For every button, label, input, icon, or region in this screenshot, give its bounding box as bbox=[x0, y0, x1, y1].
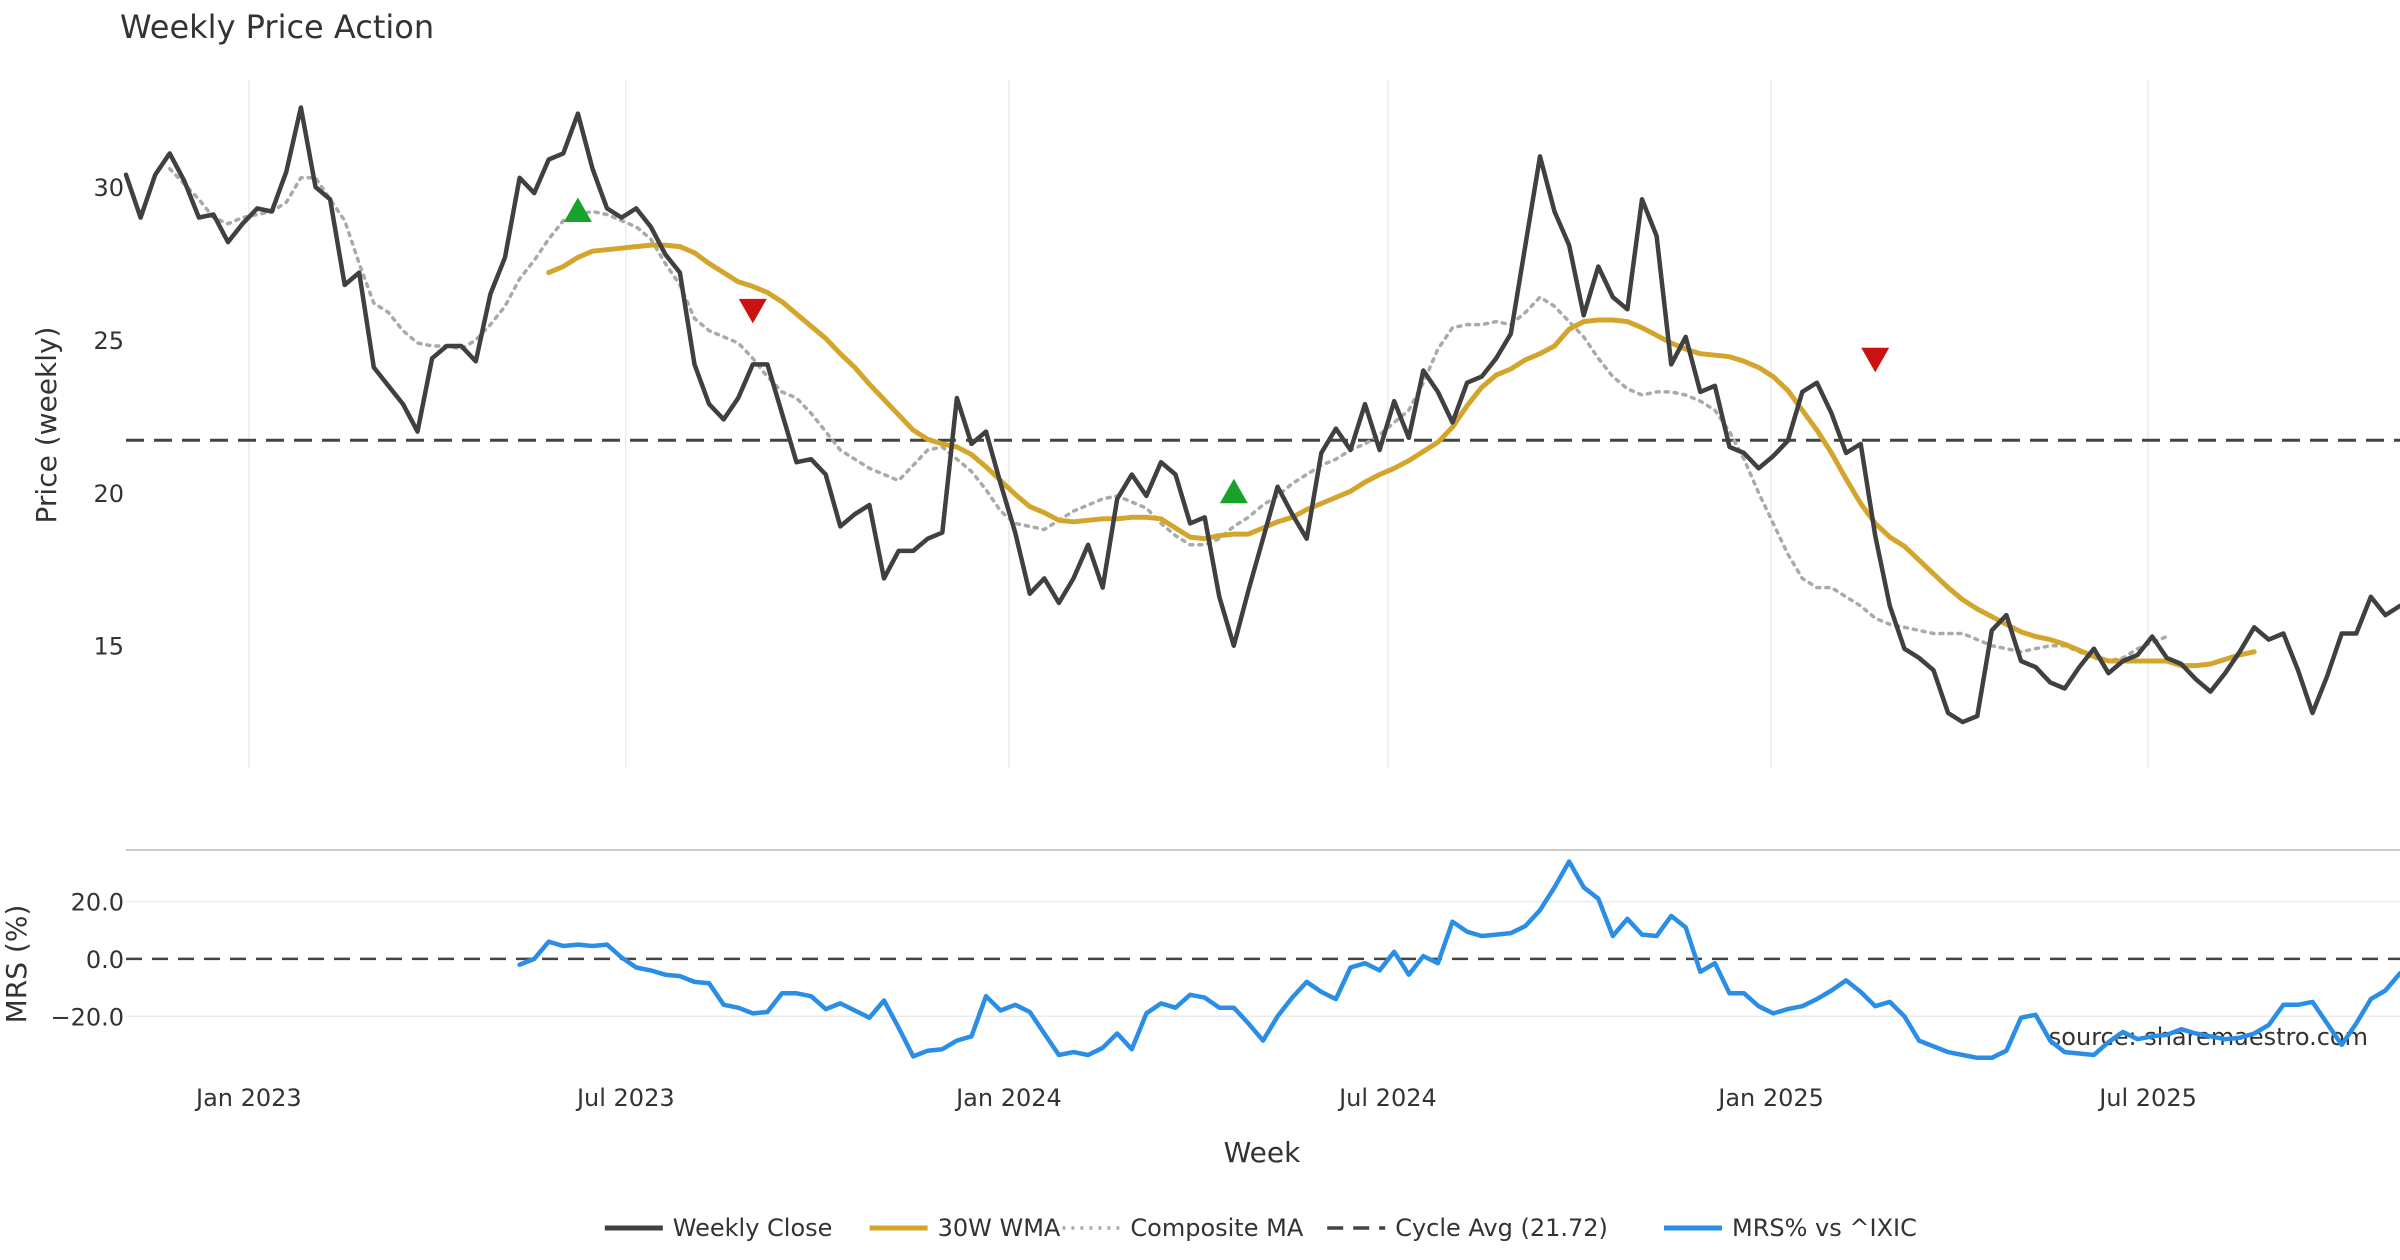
price-panel-series bbox=[123, 105, 2400, 725]
y-tick-20: 20 bbox=[93, 480, 124, 508]
x-axis-label: Week bbox=[1224, 1136, 1301, 1169]
y-tick-30: 30 bbox=[93, 174, 124, 202]
mrs-panel-series bbox=[126, 859, 2400, 1061]
legend-label-composite-ma: Composite MA bbox=[1130, 1214, 1303, 1242]
sell-signal-marker-2 bbox=[738, 298, 767, 324]
x-tick-jul-2023: Jul 2023 bbox=[575, 1084, 675, 1112]
price-y-ticks: 15 20 25 30 bbox=[93, 174, 124, 661]
30w-wma-series bbox=[546, 242, 2257, 669]
mrs-panel-grid bbox=[126, 849, 2400, 1018]
x-axis-ticks: Jan 2023 Jul 2023 Jan 2024 Jul 2024 Jan 2025… bbox=[194, 1084, 2197, 1112]
mrs-y-tick-0: −20.0 bbox=[50, 1003, 124, 1031]
legend-label-cycle-avg-21-72: Cycle Avg (21.72) bbox=[1395, 1214, 1608, 1242]
buy-signal-marker-1 bbox=[563, 197, 592, 222]
x-tick-jan-2023: Jan 2023 bbox=[194, 1084, 302, 1112]
price-axis-label: Price (weekly) bbox=[30, 327, 63, 524]
composite-ma-series bbox=[167, 166, 2169, 663]
x-tick-jul-2025: Jul 2025 bbox=[2097, 1084, 2197, 1112]
mrs-series bbox=[517, 859, 2400, 1061]
chart-legend: Weekly Close 30W WMA Composite MA Cycle Avg… bbox=[604, 1214, 1917, 1242]
signal-markers bbox=[563, 197, 1890, 504]
y-tick-25: 25 bbox=[93, 327, 124, 355]
x-tick-jul-2024: Jul 2024 bbox=[1337, 1084, 1437, 1112]
chart-title: Weekly Price Action bbox=[120, 8, 434, 46]
mrs-y-tick-2: 20.0 bbox=[71, 889, 124, 917]
x-tick-jan-2024: Jan 2024 bbox=[954, 1084, 1062, 1112]
price-panel-grid bbox=[248, 80, 2149, 768]
weekly-close-series bbox=[123, 105, 2400, 725]
mrs-y-ticks: −20.0 0.0 20.0 bbox=[50, 889, 124, 1032]
mrs-y-tick-1: 0.0 bbox=[86, 946, 124, 974]
mrs-axis-label: MRS (%) bbox=[0, 905, 33, 1024]
legend-label-mrs-vs-ixic: MRS% vs ^IXIC bbox=[1732, 1214, 1917, 1242]
legend-label-30w-wma: 30W WMA bbox=[938, 1214, 1061, 1242]
buy-signal-marker-3 bbox=[1219, 478, 1248, 504]
x-tick-jan-2025: Jan 2025 bbox=[1716, 1084, 1824, 1112]
sell-signal-marker-4 bbox=[1861, 347, 1890, 373]
y-tick-15: 15 bbox=[93, 633, 124, 661]
legend-label-weekly-close: Weekly Close bbox=[673, 1214, 833, 1242]
